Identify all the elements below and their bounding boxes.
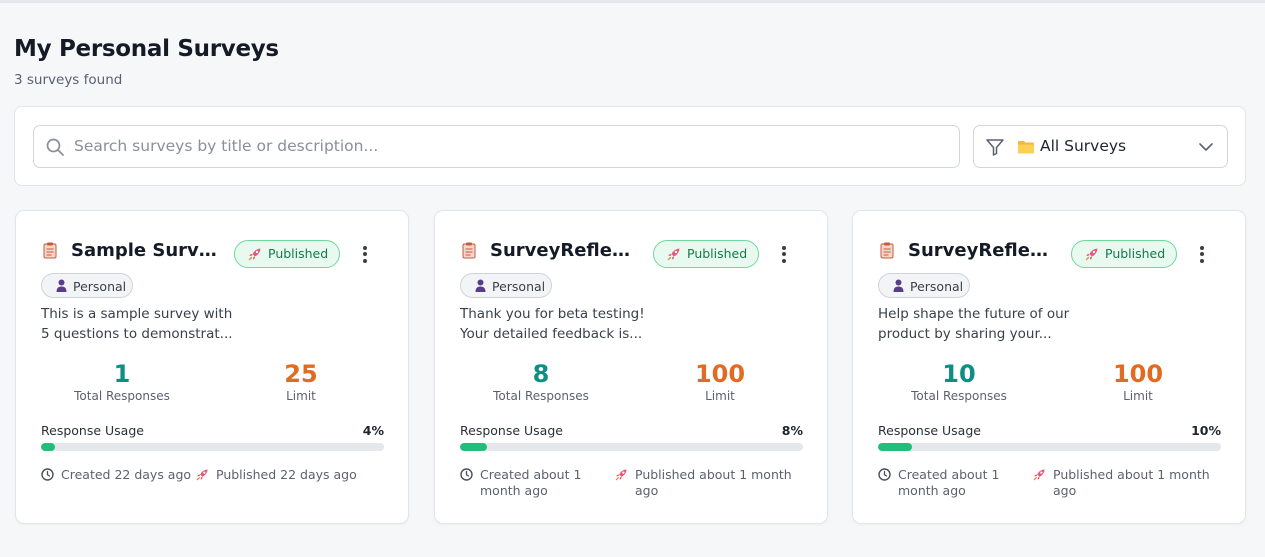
description-line: This is a sample survey with	[41, 306, 233, 322]
type-label: Personal	[492, 279, 546, 294]
status-label: Published	[687, 246, 748, 261]
filter-icon	[986, 139, 1004, 156]
clock-icon	[878, 468, 891, 481]
response-usage-label: Response Usage	[878, 423, 981, 438]
status-label: Published	[1105, 246, 1166, 261]
rocket-icon	[196, 469, 208, 481]
rocket-icon	[1085, 248, 1098, 261]
survey-card[interactable]: SurveyReflex -... Published Personal Hel…	[852, 210, 1246, 524]
response-usage-bar	[41, 443, 384, 451]
type-label: Personal	[73, 279, 127, 294]
created-text: Created about 1 month ago	[480, 467, 582, 498]
rocket-icon	[667, 248, 680, 261]
published-text: Published 22 days ago	[216, 467, 357, 482]
limit-stat: 100 Limit	[1058, 359, 1218, 403]
status-badge: Published	[1071, 240, 1177, 268]
total-responses-label: Total Responses	[493, 389, 589, 403]
created-text: Created 22 days ago	[61, 467, 192, 482]
clipboard-icon	[880, 242, 894, 259]
select-value: All Surveys	[1040, 137, 1127, 155]
limit-value: 25	[284, 360, 318, 388]
description-line: Help shape the future of our	[878, 306, 1070, 322]
clock-icon	[41, 468, 54, 481]
type-badge: Personal	[460, 273, 552, 298]
total-responses-label: Total Responses	[911, 389, 1007, 403]
person-icon	[893, 279, 904, 292]
response-usage-label: Response Usage	[41, 423, 144, 438]
chevron-down-icon	[1199, 143, 1213, 151]
response-usage-bar	[878, 443, 1221, 451]
description-line: Thank you for beta testing!	[460, 306, 645, 322]
response-usage-fill	[460, 443, 488, 451]
limit-label: Limit	[1123, 389, 1153, 403]
response-usage-percent: 8%	[781, 423, 803, 438]
survey-card[interactable]: Sample Survey Published Personal This is…	[15, 210, 409, 524]
search-input[interactable]	[74, 126, 944, 166]
survey-card[interactable]: SurveyReflex -... Published Personal Tha…	[434, 210, 828, 524]
status-badge: Published	[653, 240, 759, 268]
top-divider	[0, 0, 1265, 3]
limit-stat: 25 Limit	[221, 359, 381, 403]
response-usage-label: Response Usage	[460, 423, 563, 438]
filter-panel: All Surveys	[14, 106, 1246, 186]
search-box[interactable]	[33, 125, 960, 168]
more-options-icon[interactable]	[356, 243, 374, 267]
total-responses-value: 1	[113, 360, 131, 388]
limit-value: 100	[1112, 360, 1164, 388]
survey-description: Help shape the future of our product by …	[878, 304, 1078, 344]
created-text: Created about 1 month ago	[898, 467, 1000, 498]
description-line: product by sharing your...	[878, 326, 1052, 342]
clipboard-icon	[462, 242, 476, 259]
limit-label: Limit	[286, 389, 316, 403]
published-text: Published about 1 month ago	[1053, 467, 1210, 498]
survey-description: Thank you for beta testing! Your detaile…	[460, 304, 660, 344]
rocket-icon	[615, 469, 627, 481]
response-usage-bar	[460, 443, 803, 451]
response-usage-fill	[878, 443, 913, 451]
rocket-icon	[248, 248, 261, 261]
person-icon	[56, 279, 67, 292]
page-title: My Personal Surveys	[14, 36, 279, 62]
total-responses-stat: 1 Total Responses	[42, 359, 202, 403]
clipboard-icon	[43, 242, 57, 259]
status-label: Published	[268, 246, 329, 261]
type-badge: Personal	[878, 273, 970, 298]
limit-value: 100	[694, 360, 746, 388]
survey-count: 3 surveys found	[14, 72, 123, 88]
total-responses-value: 8	[532, 360, 550, 388]
survey-description: This is a sample survey with 5 questions…	[41, 304, 241, 344]
total-responses-value: 10	[942, 360, 976, 388]
search-icon	[46, 138, 64, 156]
total-responses-stat: 8 Total Responses	[461, 359, 621, 403]
description-line: Your detailed feedback is...	[460, 326, 643, 342]
status-badge: Published	[234, 240, 340, 268]
type-label: Personal	[910, 279, 964, 294]
type-badge: Personal	[41, 273, 133, 298]
survey-filter-select[interactable]: All Surveys	[973, 125, 1228, 168]
person-icon	[475, 279, 486, 292]
published-text: Published about 1 month ago	[635, 467, 792, 498]
survey-title[interactable]: SurveyReflex -...	[490, 240, 640, 261]
total-responses-stat: 10 Total Responses	[879, 359, 1039, 403]
survey-title[interactable]: Sample Survey	[71, 240, 221, 261]
limit-label: Limit	[705, 389, 735, 403]
more-options-icon[interactable]	[1193, 243, 1211, 267]
response-usage-percent: 10%	[1191, 423, 1221, 438]
total-responses-label: Total Responses	[74, 389, 170, 403]
clock-icon	[460, 468, 473, 481]
survey-title[interactable]: SurveyReflex -...	[908, 240, 1058, 261]
response-usage-fill	[41, 443, 55, 451]
response-usage-percent: 4%	[362, 423, 384, 438]
limit-stat: 100 Limit	[640, 359, 800, 403]
more-options-icon[interactable]	[775, 243, 793, 267]
description-line: 5 questions to demonstrat...	[41, 326, 233, 342]
folder-icon	[1018, 141, 1034, 154]
rocket-icon	[1033, 469, 1045, 481]
